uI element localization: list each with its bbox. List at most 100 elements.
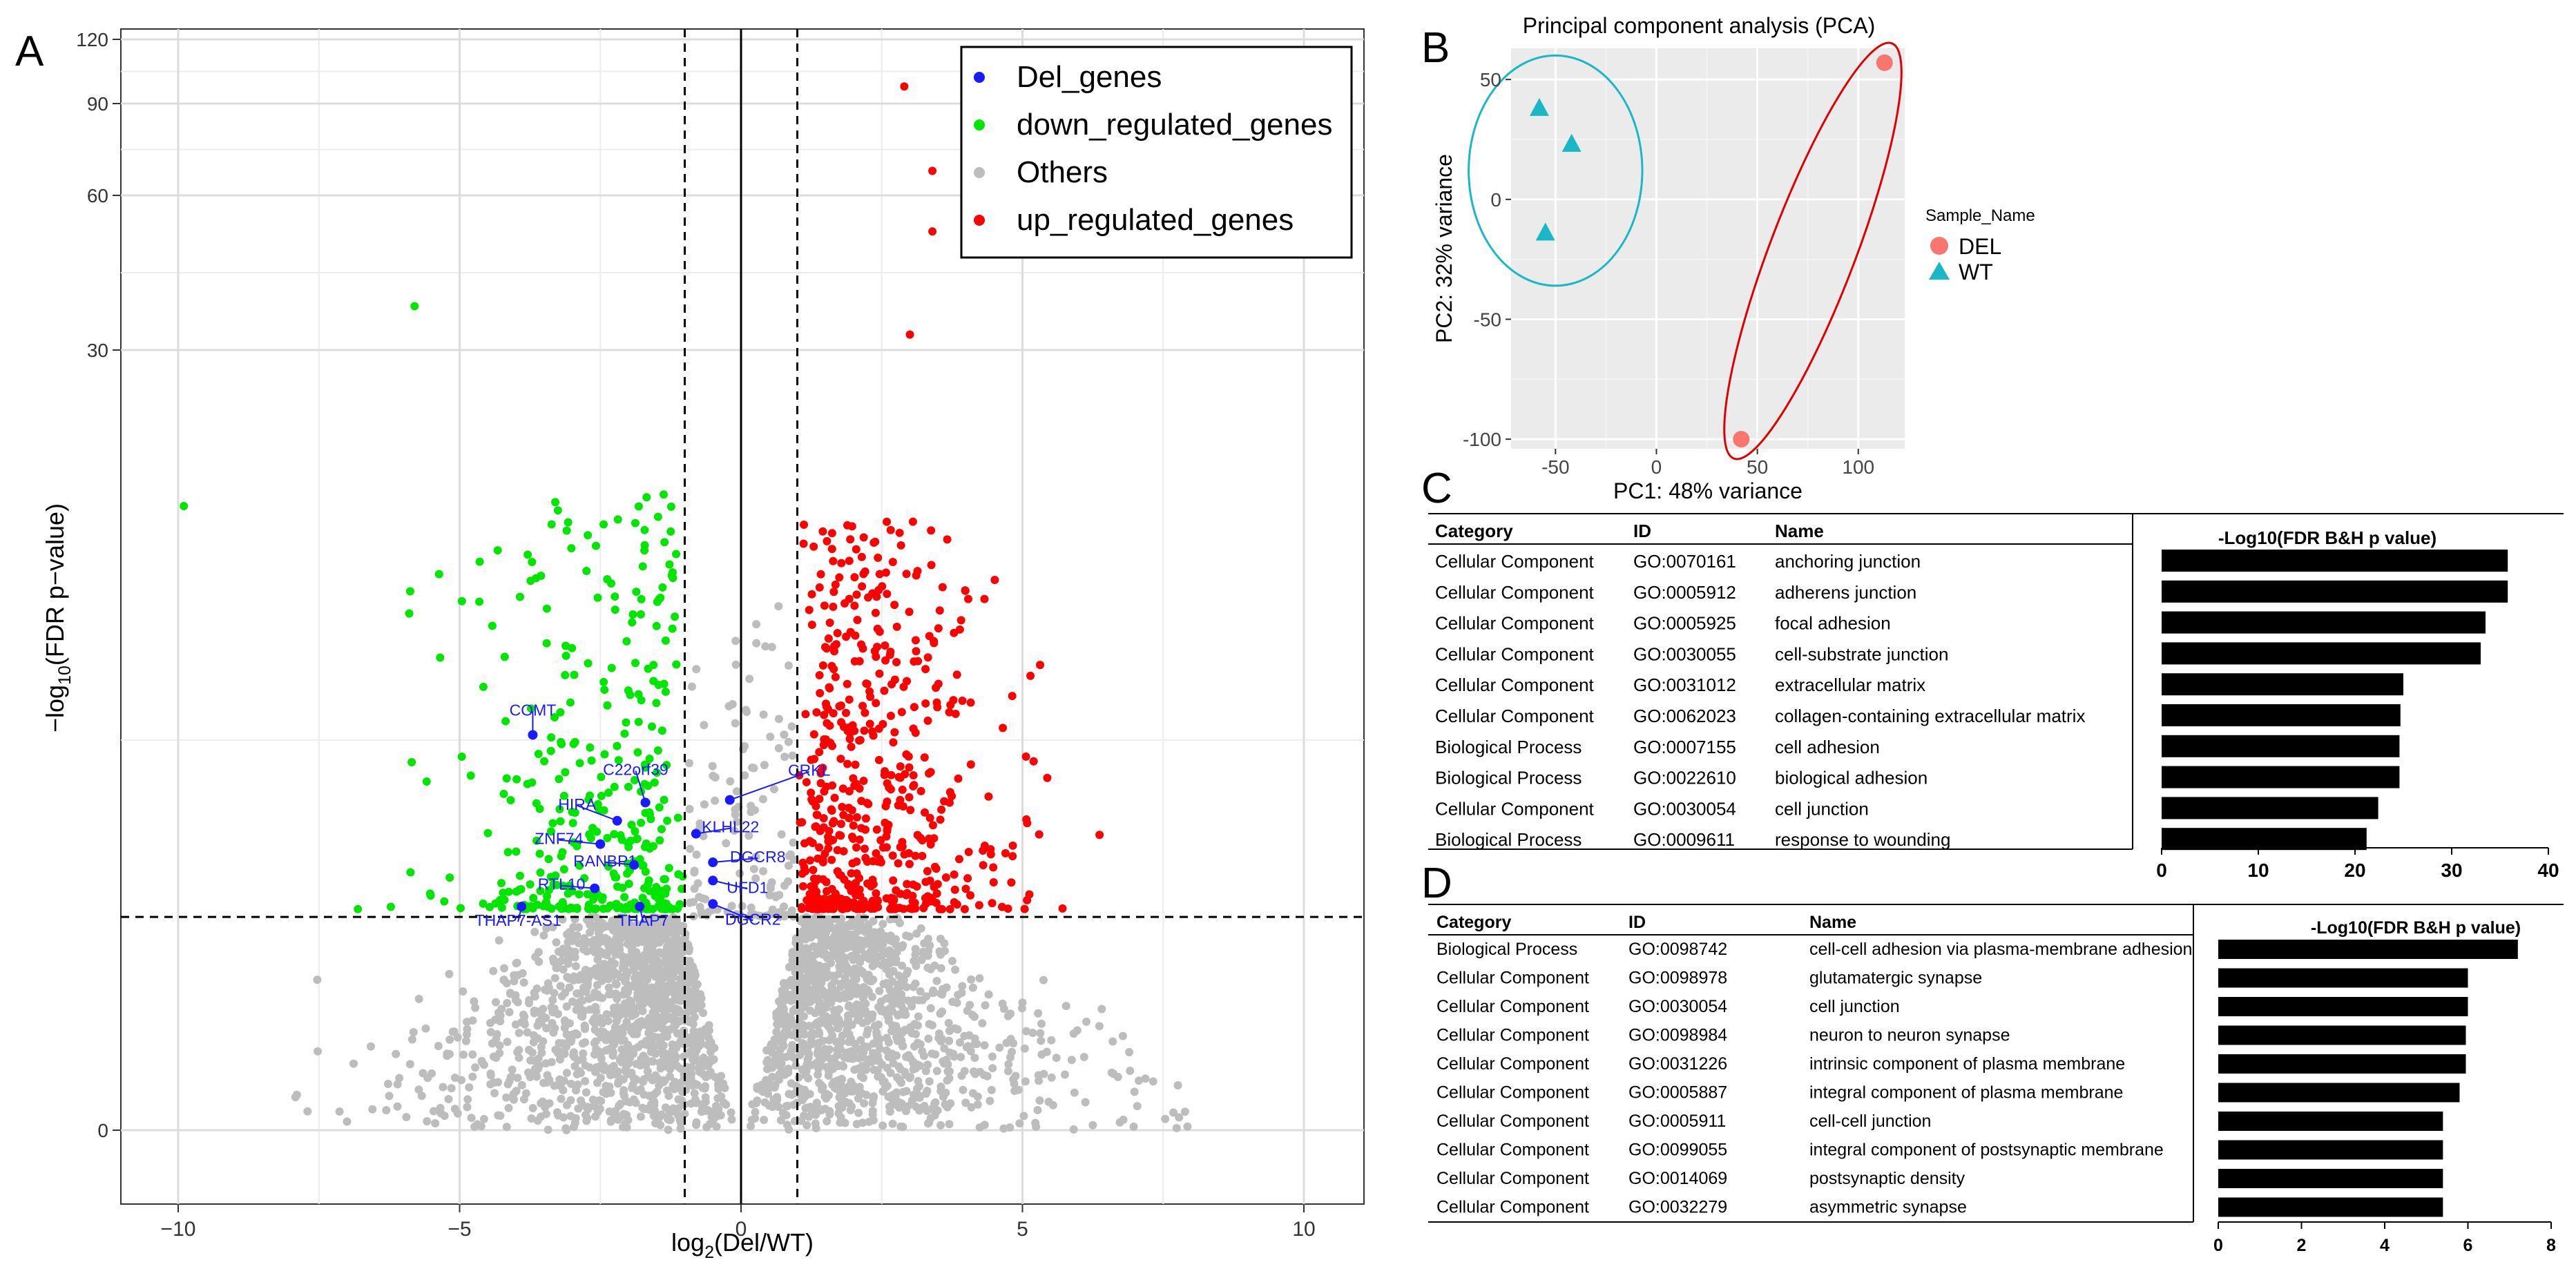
other-gene-point [823, 1116, 832, 1125]
other-gene-point [574, 923, 583, 932]
other-gene-point [839, 953, 848, 962]
up-regulated-gene-point [798, 882, 807, 891]
other-gene-point [892, 1022, 901, 1031]
pca-point-wt [1561, 133, 1582, 152]
del-gene-leader-line [713, 857, 758, 864]
other-gene-point [545, 1099, 554, 1108]
other-gene-point [973, 1100, 982, 1109]
table-cell-name: integral component of plasma membrane [1809, 1083, 2123, 1103]
up-regulated-gene-point [961, 586, 970, 595]
up-regulated-gene-point [830, 793, 839, 802]
other-gene-point [999, 1124, 1008, 1133]
table-cell-id: GO:0062023 [1633, 706, 1736, 726]
other-gene-point [570, 1123, 579, 1132]
down-regulated-gene-point [591, 541, 600, 550]
other-gene-point [771, 893, 780, 902]
table-cell-category: Cellular Component [1435, 551, 1595, 572]
up-regulated-gene-point [809, 542, 818, 551]
other-gene-point [984, 990, 993, 999]
other-gene-point [698, 1029, 707, 1038]
other-gene-point [667, 938, 676, 947]
up-regulated-gene-point [852, 843, 861, 852]
other-gene-point [826, 1061, 835, 1070]
other-gene-point [945, 1036, 954, 1045]
other-gene-point [663, 1086, 672, 1095]
other-gene-point [539, 931, 548, 940]
up-regulated-gene-point [1023, 895, 1032, 904]
other-gene-point [471, 1063, 480, 1072]
other-gene-point [640, 1075, 648, 1084]
up-regulated-gene-point [923, 716, 932, 725]
other-gene-point [1109, 1069, 1118, 1078]
other-gene-point [1009, 1039, 1018, 1048]
wt-group-ellipse [1468, 54, 1644, 287]
other-gene-point [836, 1045, 845, 1054]
bar-axis-tick-label: 4 [2380, 1236, 2390, 1255]
other-gene-point [797, 1116, 806, 1125]
other-gene-point [613, 941, 622, 950]
down-regulated-gene-point [456, 904, 465, 913]
down-regulated-gene-point [445, 873, 454, 882]
other-gene-point [617, 1074, 626, 1083]
up-regulated-gene-point [952, 670, 961, 679]
other-gene-point [760, 1116, 769, 1125]
up-regulated-gene-point [829, 556, 838, 565]
other-gene-point [678, 992, 687, 1001]
other-gene-point [467, 1114, 476, 1123]
down-regulated-gene-point [523, 779, 532, 788]
other-gene-point [854, 1010, 863, 1019]
other-gene-point [787, 722, 796, 731]
up-regulated-gene-point [945, 708, 954, 717]
other-gene-point [1022, 1027, 1031, 1036]
other-gene-point [747, 807, 756, 816]
up-regulated-gene-point [875, 570, 884, 579]
up-regulated-gene-point [808, 797, 817, 806]
other-gene-point [916, 987, 925, 996]
other-gene-point [828, 971, 837, 980]
other-gene-point [776, 907, 785, 916]
down-regulated-gene-point [599, 677, 608, 686]
other-gene-point [774, 1007, 783, 1016]
up-regulated-gene-point [860, 726, 869, 735]
up-regulated-gene-point [831, 889, 840, 898]
other-gene-point [544, 1125, 552, 1134]
up-regulated-gene-point [815, 843, 824, 852]
down-regulated-gene-point [626, 900, 635, 909]
up-regulated-gene-point [822, 877, 831, 886]
up-regulated-gene-point [809, 730, 818, 739]
other-gene-point [704, 1105, 713, 1114]
other-gene-point [689, 1042, 698, 1051]
other-gene-point [581, 1038, 590, 1047]
other-gene-point [818, 942, 827, 951]
other-gene-point [611, 1022, 619, 1031]
pca-x-tick-label: 100 [1842, 456, 1874, 478]
other-gene-point [975, 974, 984, 983]
up-regulated-gene-point [887, 770, 896, 779]
go-term-bar [2218, 1197, 2443, 1217]
other-gene-point [579, 971, 588, 980]
down-regulated-gene-point [479, 899, 488, 908]
up-regulated-gene-point [961, 884, 970, 893]
up-regulated-gene-point [921, 808, 930, 817]
other-gene-point [914, 1012, 923, 1021]
up-regulated-gene-point [960, 904, 969, 913]
up-regulated-gene-point [878, 843, 887, 852]
up-regulated-gene-point [861, 853, 870, 862]
down-regulated-gene-point [457, 752, 466, 761]
other-gene-point [674, 1112, 683, 1121]
del-gene-point [708, 899, 718, 909]
up-regulated-gene-point [881, 568, 890, 577]
other-gene-point [873, 1034, 882, 1043]
other-gene-point [914, 1091, 923, 1100]
other-gene-point [503, 1038, 512, 1047]
other-gene-point [915, 1082, 924, 1091]
up-regulated-gene-point [861, 844, 869, 853]
up-regulated-gene-point [852, 545, 861, 554]
other-gene-point [542, 924, 551, 933]
other-gene-point [692, 1098, 701, 1107]
other-gene-point [520, 1012, 529, 1021]
other-gene-point [883, 1063, 892, 1072]
up-regulated-gene-point [865, 719, 874, 728]
up-regulated-gene-point [868, 727, 877, 736]
